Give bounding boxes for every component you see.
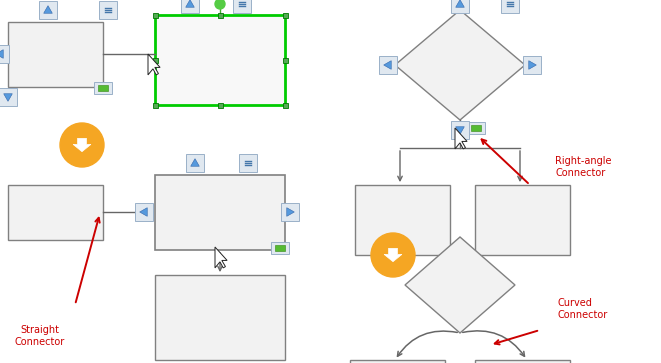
Circle shape xyxy=(371,233,415,277)
Polygon shape xyxy=(215,247,227,268)
Bar xyxy=(181,0,199,13)
Polygon shape xyxy=(44,6,52,13)
Bar xyxy=(233,0,251,13)
Bar xyxy=(239,154,257,172)
Bar xyxy=(155,275,285,360)
Bar xyxy=(8,185,103,240)
Bar xyxy=(274,245,286,251)
Bar xyxy=(350,360,445,363)
Polygon shape xyxy=(186,0,194,7)
Bar xyxy=(217,12,223,17)
Bar xyxy=(135,203,153,221)
Text: Straight
Connector: Straight Connector xyxy=(15,325,65,347)
Polygon shape xyxy=(190,159,200,166)
Polygon shape xyxy=(455,0,464,7)
Bar xyxy=(271,242,289,254)
Bar xyxy=(501,0,519,13)
Bar xyxy=(99,1,117,19)
Bar xyxy=(8,22,103,87)
Bar xyxy=(451,121,469,139)
Polygon shape xyxy=(139,208,147,216)
Bar xyxy=(98,85,108,91)
Bar xyxy=(379,56,397,74)
Text: Right-angle
Connector: Right-angle Connector xyxy=(555,156,611,178)
Bar xyxy=(0,88,17,106)
Bar xyxy=(153,57,157,62)
Bar xyxy=(523,56,541,74)
Polygon shape xyxy=(148,54,160,75)
Bar xyxy=(281,203,299,221)
Polygon shape xyxy=(455,127,464,134)
Bar xyxy=(282,57,288,62)
Bar xyxy=(467,122,485,134)
Circle shape xyxy=(60,123,104,167)
Bar xyxy=(471,125,481,131)
Polygon shape xyxy=(384,248,402,262)
Bar xyxy=(475,185,570,255)
Bar xyxy=(153,102,157,107)
Polygon shape xyxy=(383,61,391,69)
Bar xyxy=(217,102,223,107)
Polygon shape xyxy=(287,208,294,216)
Polygon shape xyxy=(73,138,91,152)
Bar xyxy=(39,1,57,19)
Bar xyxy=(155,175,285,250)
Bar xyxy=(0,45,9,63)
Bar xyxy=(94,82,112,94)
Bar xyxy=(155,15,285,105)
Bar xyxy=(355,185,450,255)
Circle shape xyxy=(215,0,225,9)
Polygon shape xyxy=(4,94,13,101)
Polygon shape xyxy=(455,128,467,149)
Bar xyxy=(186,154,204,172)
Bar xyxy=(282,12,288,17)
Bar xyxy=(282,102,288,107)
Polygon shape xyxy=(395,10,525,120)
Text: Curved
Connector: Curved Connector xyxy=(558,298,608,320)
Polygon shape xyxy=(529,61,536,69)
Polygon shape xyxy=(405,237,515,333)
Bar xyxy=(475,360,570,363)
Bar xyxy=(451,0,469,13)
Polygon shape xyxy=(0,50,3,58)
Bar xyxy=(153,12,157,17)
